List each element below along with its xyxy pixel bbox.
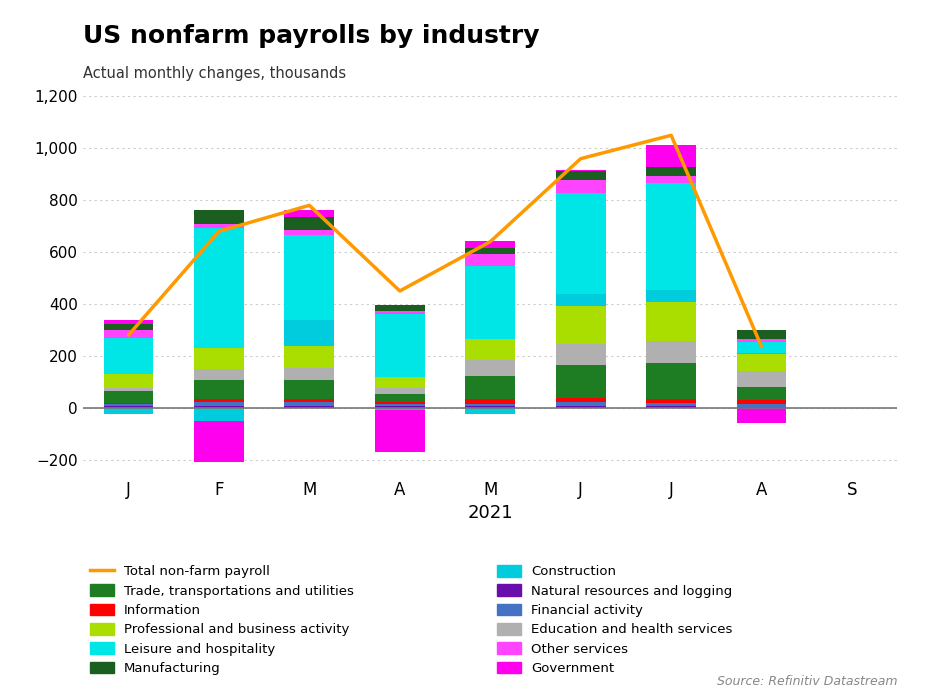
Bar (647, 145, 696, 167)
Bar (465, 338, 515, 360)
Bar (104, 320, 154, 324)
Bar (736, 407, 786, 408)
Bar (104, 389, 154, 391)
Bar (375, 402, 425, 404)
Bar (736, 353, 786, 354)
Bar (556, 170, 606, 172)
Bar (647, 406, 696, 408)
Bar (647, 176, 696, 183)
Bar (285, 320, 334, 346)
Bar (375, 314, 425, 377)
Bar (285, 346, 334, 368)
Bar (736, 408, 786, 423)
Bar (465, 404, 515, 406)
Bar (465, 408, 515, 414)
Bar (465, 360, 515, 375)
Bar (647, 341, 696, 363)
Bar (647, 290, 696, 302)
Bar (104, 324, 154, 330)
Bar (647, 302, 696, 341)
Bar (375, 389, 425, 394)
Bar (285, 402, 334, 406)
Bar (194, 402, 244, 406)
Text: Actual monthly changes, thousands: Actual monthly changes, thousands (83, 66, 346, 81)
Bar (647, 363, 696, 399)
Bar (647, 183, 696, 290)
Bar (556, 402, 606, 406)
Bar (375, 305, 425, 311)
Bar (465, 254, 515, 266)
Bar (736, 387, 786, 400)
Bar (647, 399, 696, 403)
Bar (465, 266, 515, 338)
Bar (556, 406, 606, 408)
Bar (465, 240, 515, 248)
Bar (104, 330, 154, 338)
Bar (556, 180, 606, 193)
Bar (647, 167, 696, 176)
Bar (285, 230, 334, 235)
Bar (375, 311, 425, 314)
Bar (465, 248, 515, 254)
Bar (104, 404, 154, 407)
Bar (375, 394, 425, 402)
Bar (556, 294, 606, 306)
Bar (194, 420, 244, 462)
Bar (736, 343, 786, 353)
Bar (465, 375, 515, 399)
Bar (194, 406, 244, 408)
Bar (285, 368, 334, 380)
Bar (104, 408, 154, 414)
Bar (285, 380, 334, 399)
Bar (556, 344, 606, 365)
Bar (285, 217, 334, 230)
Bar (104, 402, 154, 404)
Bar (194, 380, 244, 399)
Bar (375, 404, 425, 407)
Bar (556, 193, 606, 294)
Bar (465, 406, 515, 408)
Bar (194, 399, 244, 402)
Bar (736, 371, 786, 387)
Bar (104, 391, 154, 402)
Bar (375, 407, 425, 408)
Bar (736, 339, 786, 343)
Bar (194, 348, 244, 369)
Text: Source: Refinitiv Datastream: Source: Refinitiv Datastream (717, 675, 897, 688)
Bar (375, 377, 425, 389)
Bar (556, 365, 606, 398)
Bar (556, 398, 606, 402)
Bar (104, 374, 154, 389)
Bar (375, 410, 425, 452)
Legend: Construction, Natural resources and logging, Financial activity, Education and h: Construction, Natural resources and logg… (497, 565, 733, 675)
Bar (736, 400, 786, 404)
Bar (736, 354, 786, 371)
X-axis label: 2021: 2021 (467, 505, 513, 523)
Bar (375, 408, 425, 410)
Text: US nonfarm payrolls by industry: US nonfarm payrolls by industry (83, 24, 540, 49)
Bar (647, 403, 696, 406)
Bar (194, 211, 244, 224)
Bar (194, 408, 244, 420)
Bar (736, 404, 786, 407)
Bar (285, 235, 334, 320)
Bar (556, 306, 606, 344)
Bar (194, 229, 244, 348)
Bar (556, 172, 606, 180)
Bar (104, 407, 154, 408)
Bar (194, 369, 244, 380)
Bar (285, 406, 334, 408)
Bar (285, 210, 334, 217)
Bar (465, 399, 515, 404)
Bar (104, 338, 154, 374)
Bar (194, 224, 244, 229)
Bar (736, 330, 786, 339)
Bar (285, 399, 334, 402)
